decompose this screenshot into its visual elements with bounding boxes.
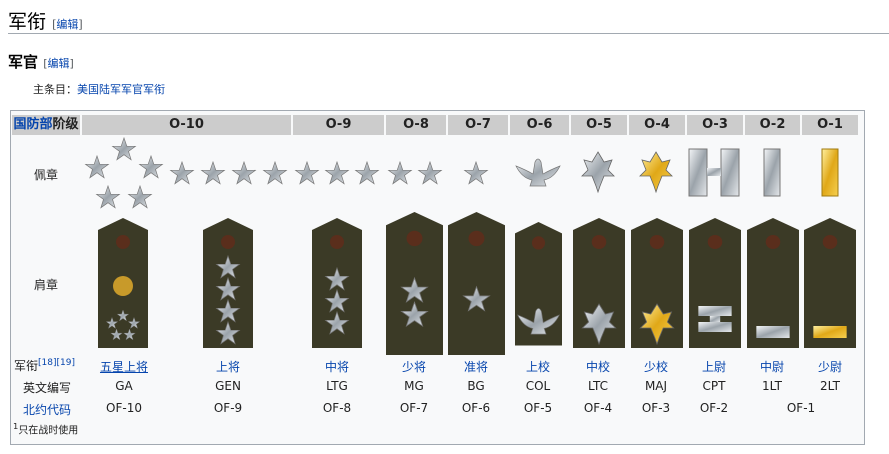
corner-text: 阶级 xyxy=(52,117,79,132)
mg-shoulder-board xyxy=(386,212,443,355)
1lt-shoulder-board xyxy=(747,218,799,348)
main-article-note: 主条目：美国陆军军官军衔 xyxy=(33,81,165,97)
rank-link[interactable]: 少将 xyxy=(401,360,426,374)
abbr-cell: CPT xyxy=(702,379,726,393)
ltg-collar-stars-icon xyxy=(295,161,379,185)
nato-cell: OF-9 xyxy=(213,401,243,415)
nato-cell: OF-6 xyxy=(461,401,491,415)
cpt-shoulder-board xyxy=(689,218,741,348)
footnote-mark: 1 xyxy=(13,421,19,431)
footnote-text: 只在战时使用 xyxy=(18,425,79,437)
nato-cell: OF-10 xyxy=(106,401,142,415)
edit-link[interactable]: 编辑 xyxy=(47,57,70,70)
grade-header: O-6 xyxy=(510,115,569,135)
subsection-heading: 军官 [编辑] xyxy=(8,51,74,72)
maj-gold-leaf-icon xyxy=(639,151,673,193)
2lt-bar-icon xyxy=(821,148,839,197)
abbr-cell: MG xyxy=(404,379,424,393)
abbr-cell: GA xyxy=(115,379,133,393)
ltc-shoulder-board xyxy=(573,218,625,348)
grade-header: O-7 xyxy=(448,115,508,135)
nato-cell: OF-5 xyxy=(523,401,553,415)
ga-shoulder-board xyxy=(98,218,148,348)
abbr-cell: MAJ xyxy=(644,379,668,393)
gen-collar-stars-icon xyxy=(170,161,287,185)
nato-cell: OF-8 xyxy=(322,401,352,415)
heading-divider xyxy=(8,33,889,34)
rank-label-text: 军衔 xyxy=(14,359,39,373)
bg-collar-star-icon xyxy=(464,161,488,185)
rank-link[interactable]: 中校 xyxy=(585,360,610,374)
col-eagle-icon xyxy=(515,158,561,187)
cpt-bars-icon xyxy=(688,148,740,197)
abbr-cell: COL xyxy=(525,379,551,393)
nato-cell: OF-4 xyxy=(583,401,613,415)
grade-header: O-4 xyxy=(629,115,685,135)
grade-header: O-9 xyxy=(293,115,384,135)
rank-link[interactable]: 少校 xyxy=(643,360,668,374)
grade-header: O-2 xyxy=(745,115,800,135)
main-article-link[interactable]: 美国陆军军官军衔 xyxy=(77,83,165,96)
edit-link-wrap: [编辑] xyxy=(52,18,83,31)
rank-link[interactable]: 少尉 xyxy=(817,360,842,374)
nato-cell: OF-1 xyxy=(786,401,816,415)
dod-link[interactable]: 国防部 xyxy=(13,117,53,132)
abbr-cell: BG xyxy=(467,379,485,393)
abbr-row-label: 英文编写 xyxy=(22,381,71,395)
collar-row-label: 佩章 xyxy=(33,168,58,182)
shoulder-row-label: 肩章 xyxy=(33,278,58,292)
abbr-cell: 2LT xyxy=(820,379,840,393)
ltc-silver-leaf-icon xyxy=(581,151,615,193)
ga-collar-stars-icon xyxy=(85,137,163,209)
nato-cell: OF-2 xyxy=(699,401,729,415)
rank-link[interactable]: 中尉 xyxy=(759,360,784,374)
col-shoulder-board xyxy=(515,222,562,346)
nato-code-link[interactable]: 北约代码 xyxy=(22,403,71,417)
abbr-cell: LTG xyxy=(326,379,348,393)
rank-link[interactable]: 上将 xyxy=(215,360,240,374)
rank-link[interactable]: 上校 xyxy=(525,360,550,374)
grade-header: O-8 xyxy=(386,115,446,135)
abbr-cell: 1LT xyxy=(762,379,782,393)
rank-row-label: 军衔[18][19] xyxy=(14,357,75,374)
1lt-bar-icon xyxy=(763,148,781,197)
nato-cell: OF-7 xyxy=(399,401,429,415)
rank-link[interactable]: 上尉 xyxy=(701,360,726,374)
nato-cell: OF-3 xyxy=(641,401,671,415)
rank-link[interactable]: 准将 xyxy=(463,360,488,374)
footnote: 1只在战时使用 xyxy=(13,421,78,436)
ltg-shoulder-board xyxy=(312,218,362,348)
reference-links[interactable]: [18][19] xyxy=(38,358,75,368)
mg-collar-stars-icon xyxy=(388,161,442,185)
abbr-cell: LTC xyxy=(587,379,609,393)
grade-header: O-5 xyxy=(571,115,627,135)
maj-shoulder-board xyxy=(631,218,683,348)
gen-shoulder-board xyxy=(203,218,253,348)
rank-link[interactable]: 五星上将 xyxy=(99,360,148,374)
main-article-label: 主条目： xyxy=(33,83,77,96)
grade-header: O-10 xyxy=(82,115,291,135)
corner-header: 国防部阶级 xyxy=(12,115,80,135)
bg-shoulder-board xyxy=(448,212,505,355)
rank-link[interactable]: 中将 xyxy=(324,360,349,374)
edit-link-wrap: [编辑] xyxy=(43,57,74,70)
edit-link[interactable]: 编辑 xyxy=(56,18,79,31)
abbr-cell: GEN xyxy=(215,379,241,393)
grade-header: O-1 xyxy=(802,115,858,135)
2lt-shoulder-board xyxy=(804,218,856,348)
section-title: 军衔 xyxy=(8,11,47,33)
section-heading: 军衔 [编辑] xyxy=(8,7,83,34)
grade-header: O-3 xyxy=(687,115,743,135)
subsection-title: 军官 xyxy=(8,53,39,71)
